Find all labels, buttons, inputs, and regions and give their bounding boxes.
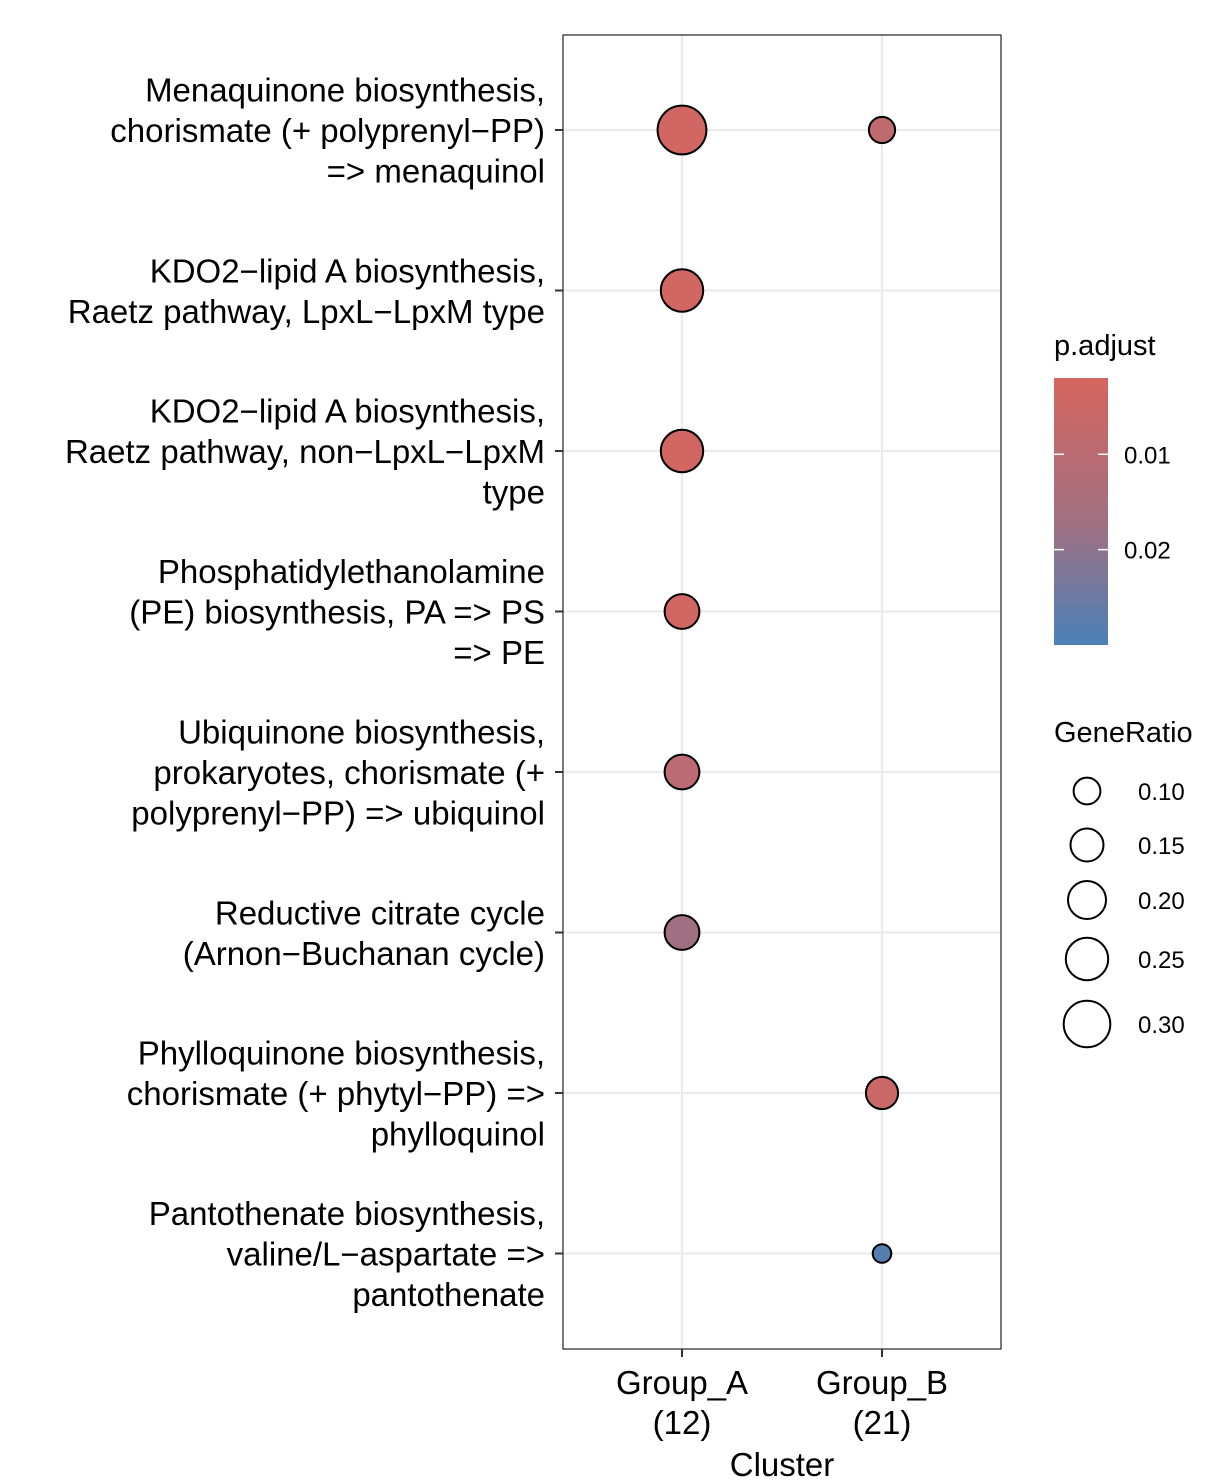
y-axis-label-line: Pantothenate biosynthesis, <box>149 1195 545 1232</box>
data-point <box>663 753 701 791</box>
x-axis-label-line: (21) <box>853 1404 912 1441</box>
color-legend-label: 0.02 <box>1124 538 1171 565</box>
data-point <box>659 428 705 474</box>
size-legend-title: GeneRatio <box>1054 717 1193 749</box>
x-axis-label-line: (12) <box>653 1404 712 1441</box>
size-legend-label: 0.25 <box>1138 947 1185 974</box>
y-axis-label-line: (PE) biosynthesis, PA => PS <box>129 594 545 631</box>
y-axis-label-line: chorismate (+ polyprenyl−PP) <box>110 112 545 149</box>
color-legend-ticks: 0.01 0.02 <box>1054 442 1171 565</box>
data-point <box>663 593 701 630</box>
color-legend-label: 0.01 <box>1124 442 1171 469</box>
y-axis-label-line: Phylloquinone biosynthesis, <box>138 1035 545 1072</box>
data-point <box>659 268 705 313</box>
y-axis-label-line: Raetz pathway, LpxL−LpxM type <box>68 293 545 330</box>
size-legend-items: 0.10 0.15 0.20 0.25 0.30 <box>1062 776 1185 1049</box>
y-axis-label-line: phylloquinol <box>371 1116 545 1153</box>
y-axis-label-line: valine/L−aspartate => <box>227 1236 545 1273</box>
color-legend: p.adjust 0.01 0.02 <box>1054 330 1171 645</box>
y-axis-label-line: Ubiquinone biosynthesis, <box>178 714 545 751</box>
size-legend: GeneRatio 0.10 0.15 0.20 0.25 0.30 <box>1054 717 1193 1049</box>
y-axis-label-line: Reductive citrate cycle <box>215 894 545 931</box>
y-axis-label: Phosphatidylethanolamine (PE) biosynthesi… <box>129 553 545 671</box>
data-point <box>656 104 708 156</box>
y-axis-label-line: Phosphatidylethanolamine <box>158 553 545 590</box>
size-legend-circle <box>1069 827 1105 863</box>
y-axis-label: KDO2−lipid A biosynthesis, Raetz pathway,… <box>68 252 545 330</box>
data-point <box>663 914 701 951</box>
size-legend-label: 0.15 <box>1138 833 1185 860</box>
x-axis-title: Cluster <box>730 1446 835 1483</box>
y-axis-label-line: KDO2−lipid A biosynthesis, <box>150 252 545 289</box>
y-axis-label: Phylloquinone biosynthesis, chorismate (+… <box>127 1035 545 1153</box>
y-axis-label-line: Menaquinone biosynthesis, <box>145 72 545 109</box>
y-axis-label-line: polyprenyl−PP) => ubiquinol <box>131 795 545 832</box>
data-point <box>864 1075 900 1111</box>
y-axis-label-line: (Arnon−Buchanan cycle) <box>183 935 545 972</box>
data-point <box>871 1243 893 1264</box>
y-axis-label-line: => PE <box>453 634 545 671</box>
size-legend-label: 0.20 <box>1138 888 1185 915</box>
x-axis-label-line: Group_A <box>616 1364 748 1401</box>
size-legend-label: 0.30 <box>1138 1012 1185 1039</box>
y-axis-label: Menaquinone biosynthesis, chorismate (+ p… <box>110 72 545 190</box>
size-legend-circle <box>1062 999 1112 1049</box>
size-legend-label: 0.10 <box>1138 779 1185 806</box>
x-axis: Group_A (12) Group_B (21) <box>616 1349 948 1441</box>
y-axis-label-line: type <box>483 474 545 511</box>
x-axis-label: Group_A (12) <box>616 1364 748 1441</box>
y-axis-label-line: prokaryotes, chorismate (+ <box>153 754 545 791</box>
color-legend-title: p.adjust <box>1054 330 1156 362</box>
y-axis-label-line: chorismate (+ phytyl−PP) => <box>127 1075 545 1112</box>
y-axis-label: Pantothenate biosynthesis, valine/L−aspar… <box>149 1195 545 1313</box>
size-legend-circle <box>1067 880 1107 920</box>
plot-panel-border <box>562 34 1002 1350</box>
y-axis-label: Ubiquinone biosynthesis, prokaryotes, cho… <box>131 714 545 832</box>
color-legend-bar <box>1054 378 1108 645</box>
size-legend-circle <box>1064 936 1110 982</box>
gridlines <box>563 35 1001 1349</box>
y-axis-label-line: Raetz pathway, non−LpxL−LpxM <box>65 433 545 470</box>
y-axis-label-line: KDO2−lipid A biosynthesis, <box>150 393 545 430</box>
x-axis-label-line: Group_B <box>816 1364 948 1401</box>
x-axis-label: Group_B (21) <box>816 1364 948 1441</box>
y-axis-label-line: => menaquinol <box>327 153 545 190</box>
y-axis-label: KDO2−lipid A biosynthesis, Raetz pathway,… <box>65 393 545 511</box>
data-point <box>867 115 897 145</box>
data-points <box>656 104 900 1264</box>
y-axis-label-line: pantothenate <box>352 1276 545 1313</box>
y-axis-label: Reductive citrate cycle (Arnon−Buchanan c… <box>183 894 545 972</box>
y-axis: Menaquinone biosynthesis, chorismate (+ p… <box>65 72 563 1313</box>
size-legend-circle <box>1072 776 1102 806</box>
